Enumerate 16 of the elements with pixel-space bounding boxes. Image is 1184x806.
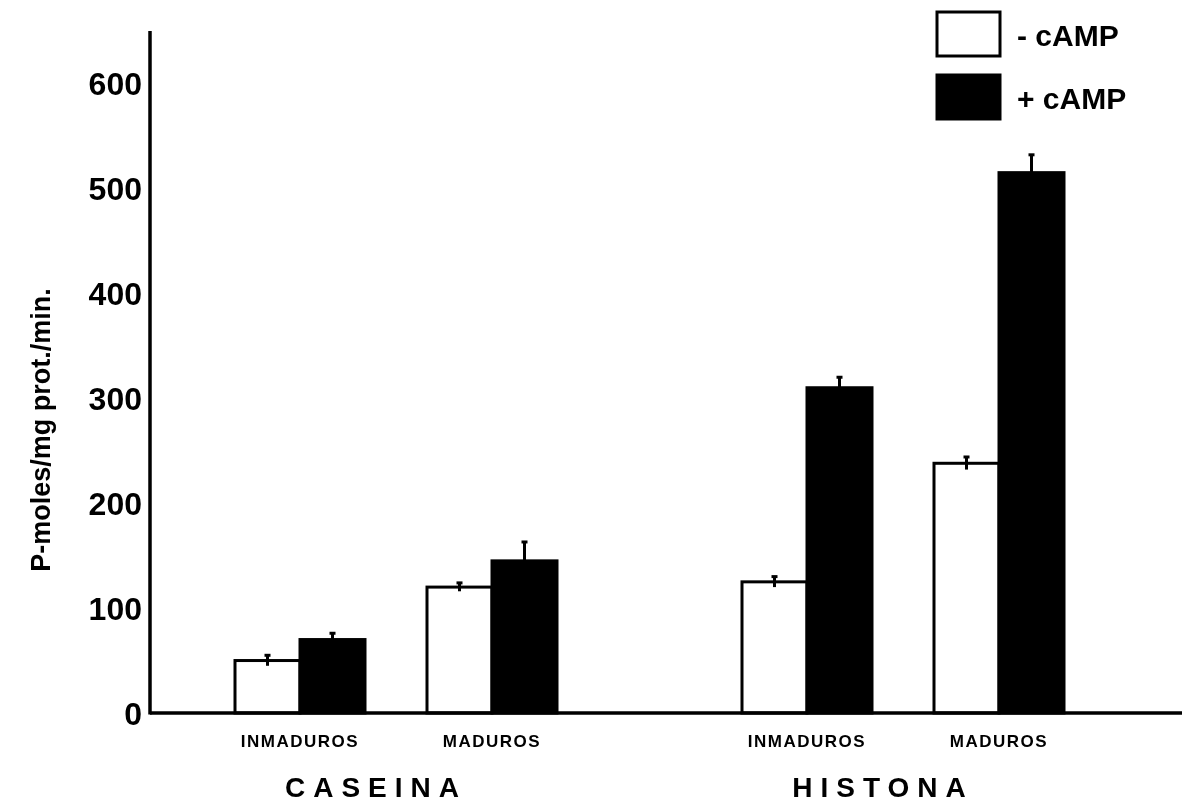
legend-label: + cAMP: [1017, 82, 1127, 115]
x-tick-label: INMADUROS: [240, 732, 360, 751]
y-tick-label: 500: [88, 170, 142, 207]
y-tick-label: 100: [88, 590, 142, 627]
y-tick-label: 200: [88, 485, 142, 522]
y-axis-title: P-moles/mg prot./min.: [26, 288, 56, 572]
x-tick-label: INMADUROS: [747, 732, 867, 751]
text: CASEINA: [284, 772, 468, 803]
y-tick-label: 400: [88, 275, 142, 312]
x-tick-label: MADUROS: [442, 732, 542, 751]
text: HISTONA: [792, 772, 974, 803]
x-tick-label: MADUROS: [949, 732, 1049, 751]
legend-label: - cAMP: [1017, 19, 1119, 52]
y-tick-label: 600: [88, 65, 142, 102]
y-tick-label: 300: [88, 380, 142, 417]
y-tick-label: 0: [124, 695, 142, 732]
